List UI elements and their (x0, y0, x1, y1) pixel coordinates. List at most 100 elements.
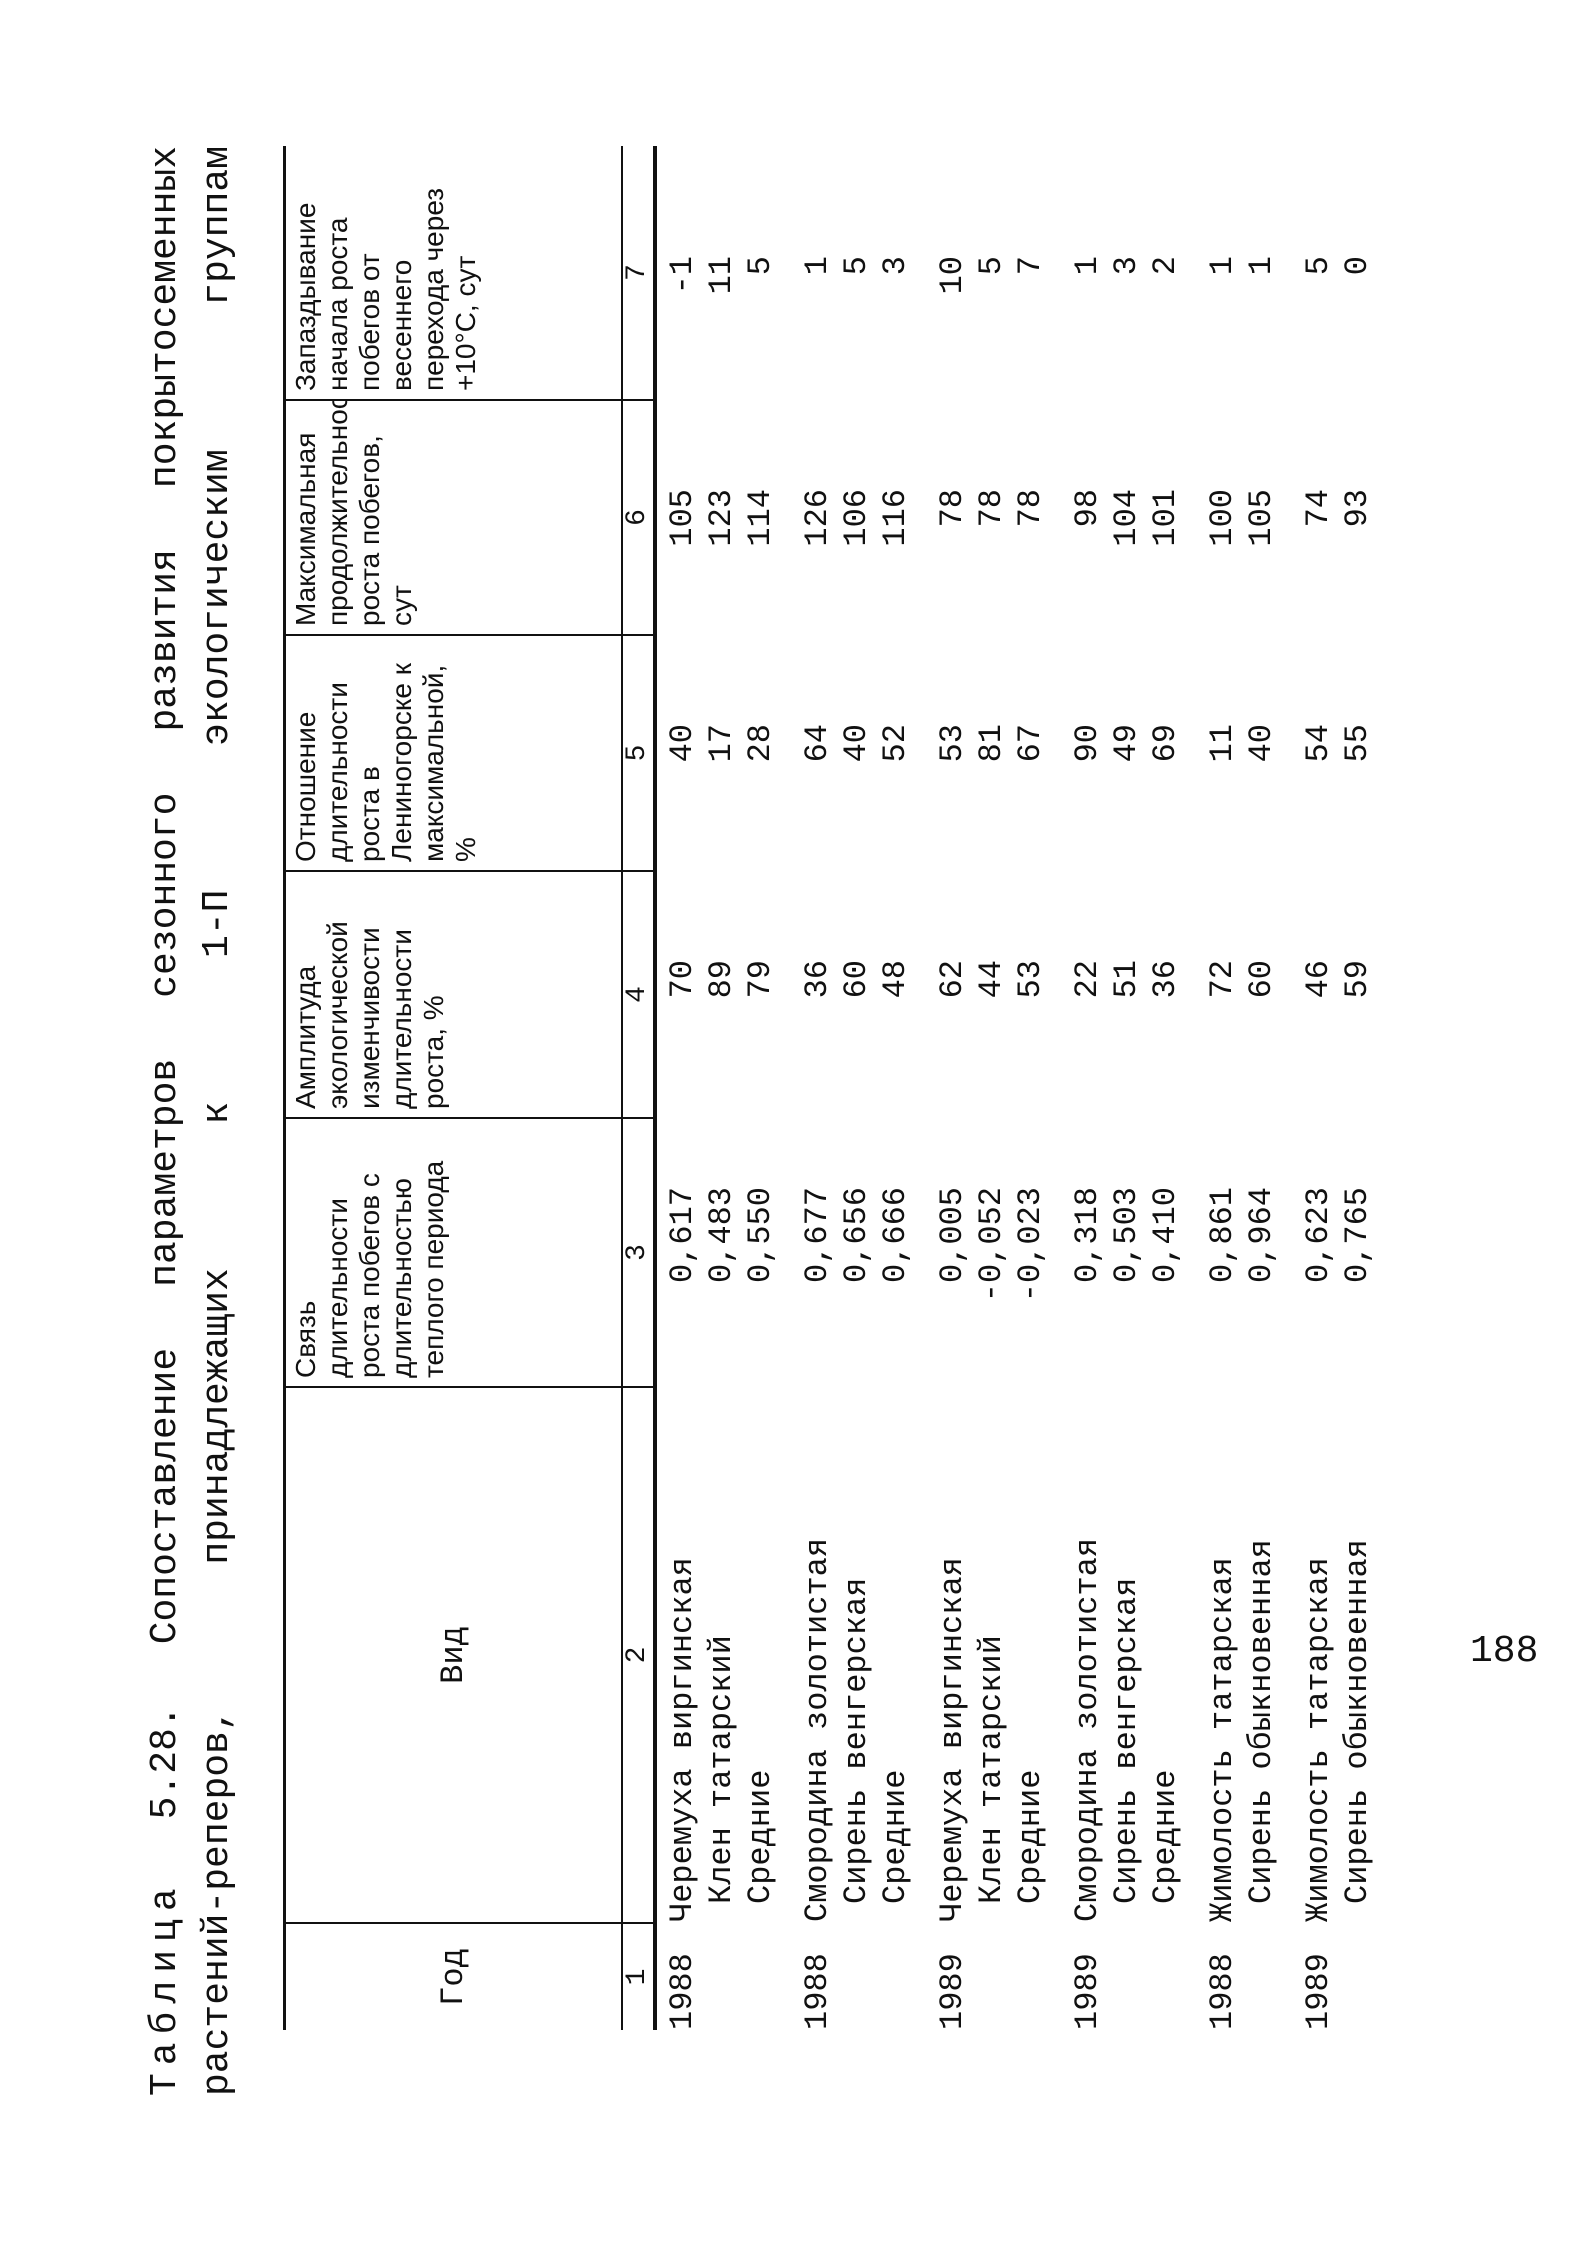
cell-amplitude: 36 (1147, 960, 1184, 999)
caption-word: 1-П (196, 889, 239, 958)
cell-correlation: 0,503 (1108, 1187, 1145, 1284)
table-row: Средние 0,550 79 28 114 5 (741, 146, 780, 2030)
cell-ratio: 81 (973, 724, 1010, 763)
cell-delay: 5 (838, 256, 875, 276)
cell-max-duration: 116 (877, 489, 914, 547)
cell-ratio: 90 (1069, 724, 1106, 763)
cell-species: Клен татарский (703, 1635, 740, 1904)
table-row: 1989 Черемуха виргинская 0,005 62 53 78 10 (933, 146, 972, 2030)
cell-correlation: 0,005 (934, 1187, 971, 1284)
cell-ratio: 49 (1108, 724, 1145, 763)
cell-delay: 5 (1300, 256, 1337, 276)
cell-max-duration: 106 (838, 489, 875, 547)
cell-year (702, 1922, 741, 2030)
cell-delay: 1 (1069, 256, 1106, 276)
table-row: 1988 Жимолость татарская 0,861 72 11 100 1 (1203, 146, 1242, 2030)
cell-max-duration: 98 (1069, 489, 1106, 528)
cell-correlation: 0,964 (1243, 1187, 1280, 1284)
caption-word: группам (196, 146, 239, 306)
cell-ratio: 55 (1339, 724, 1376, 763)
caption-word: 5.28. (144, 1705, 187, 1820)
caption-word: экологическим (196, 449, 239, 746)
cell-ratio: 53 (934, 724, 971, 763)
cell-max-duration: 78 (1012, 489, 1049, 528)
cell-delay: 2 (1147, 256, 1184, 276)
cell-species: Жимолость татарская (1300, 1557, 1337, 1922)
table-body: 1988 Черемуха виргинская 0,617 70 40 105 -1 Кле… (657, 146, 1377, 2030)
cell-ratio: 40 (1243, 724, 1280, 763)
column-number: 1 (622, 1922, 653, 2030)
caption-word: Сопоставление (144, 1347, 187, 1645)
cell-delay: 1 (799, 256, 836, 276)
cell-max-duration: 123 (703, 489, 740, 547)
column-number: 2 (622, 1386, 653, 1922)
header-delay: Запаздывание начала роста побегов от вес… (290, 187, 481, 391)
data-table: Год Вид Связь длительности роста побегов… (283, 146, 1377, 2030)
cell-ratio: 54 (1300, 724, 1337, 763)
cell-species: Сирень венгерская (838, 1577, 875, 1904)
table-row: 1988 Черемуха виргинская 0,617 70 40 105 -1 (663, 146, 702, 2030)
cell-ratio: 67 (1012, 724, 1049, 763)
cell-ratio: 40 (838, 724, 875, 763)
cell-species: Средние (1147, 1769, 1184, 1904)
cell-delay: 3 (877, 256, 914, 276)
cell-max-duration: 114 (742, 489, 779, 547)
cell-max-duration: 100 (1204, 489, 1241, 547)
cell-correlation: 0,677 (799, 1187, 836, 1284)
cell-max-duration: 78 (934, 489, 971, 528)
column-number: 7 (622, 264, 653, 281)
cell-max-duration: 78 (973, 489, 1010, 528)
table-row: 1989 Смородина золотистая 0,318 22 90 98 1 (1068, 146, 1107, 2030)
cell-amplitude: 22 (1069, 960, 1106, 999)
header-max-duration: Максимальная продолжительность роста поб… (286, 399, 621, 634)
cell-ratio: 64 (799, 724, 836, 763)
cell-year (876, 1922, 915, 2030)
table-row: Клен татарский -0,052 44 81 78 5 (972, 146, 1011, 2030)
column-numbers-row: 1 2 3 4 5 6 7 (621, 146, 657, 2030)
cell-correlation: 0,666 (877, 1187, 914, 1284)
cell-year: 1989 (1300, 1953, 1337, 2030)
cell-species: Средние (877, 1769, 914, 1904)
cell-amplitude: 60 (838, 960, 875, 999)
cell-max-duration: 126 (799, 489, 836, 547)
page-number: 188 (1470, 1630, 1539, 1673)
header-ratio: Отношение длительности роста в Лениногор… (286, 634, 621, 870)
cell-amplitude: 72 (1204, 960, 1241, 999)
table-row: 1988 Смородина золотистая 0,677 36 64 126 1 (798, 146, 837, 2030)
cell-year (1242, 1922, 1281, 2030)
cell-amplitude: 48 (877, 960, 914, 999)
cell-species: Смородина золотистая (1069, 1537, 1106, 1922)
cell-max-duration: 105 (664, 489, 701, 547)
cell-amplitude: 46 (1300, 960, 1337, 999)
cell-delay: 0 (1339, 256, 1376, 276)
cell-ratio: 11 (1204, 724, 1241, 763)
cell-delay: 7 (1012, 256, 1049, 276)
cell-year (741, 1922, 780, 2030)
cell-correlation: 0,550 (742, 1187, 779, 1284)
caption-line-2: растений-реперов, принадлежащих к 1-П эколог… (192, 146, 244, 2096)
cell-species: Смородина золотистая (799, 1537, 836, 1922)
cell-correlation: 0,410 (1147, 1187, 1184, 1284)
header-correlation: Связь длительности роста побегов с длите… (286, 1117, 621, 1386)
cell-delay: 10 (934, 256, 971, 295)
cell-amplitude: 62 (934, 960, 971, 999)
caption-word: параметров (144, 1058, 187, 1287)
table-row: Сирень венгерская 0,656 60 40 106 5 (837, 146, 876, 2030)
cell-species: Сирень венгерская (1108, 1577, 1145, 1904)
caption-word: сезонного (144, 792, 187, 998)
cell-delay: 1 (1204, 256, 1241, 276)
cell-year (1338, 1922, 1377, 2030)
column-number: 6 (622, 399, 653, 634)
cell-ratio: 69 (1147, 724, 1184, 763)
cell-max-duration: 93 (1339, 489, 1376, 528)
cell-amplitude: 53 (1012, 960, 1049, 999)
cell-correlation: 0,861 (1204, 1187, 1241, 1284)
cell-species: Средние (742, 1769, 779, 1904)
cell-amplitude: 44 (973, 960, 1010, 999)
cell-delay: -1 (664, 256, 701, 295)
cell-species: Сирень обыкновенная (1243, 1539, 1280, 1904)
column-number: 5 (622, 634, 653, 870)
cell-year: 1988 (664, 1953, 701, 2030)
cell-correlation: 0,765 (1339, 1187, 1376, 1284)
